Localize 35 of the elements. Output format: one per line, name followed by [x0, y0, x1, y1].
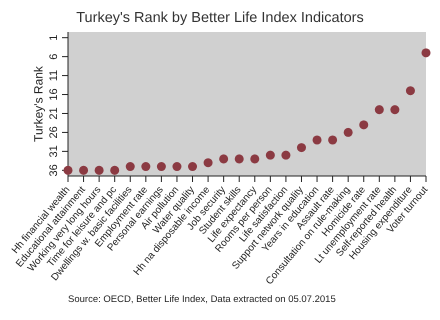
point: [172, 162, 182, 172]
y-tick-label: 1: [48, 34, 60, 41]
point: [219, 154, 228, 164]
point: [344, 128, 353, 137]
point: [250, 154, 260, 164]
y-tick-label: 6: [48, 54, 60, 60]
y-axis-title: Turkey's Rank: [31, 65, 46, 142]
y-tick-label: 36: [48, 164, 60, 176]
point: [281, 150, 290, 160]
y-tick-label: 16: [48, 88, 60, 101]
point: [204, 158, 213, 168]
point: [141, 162, 150, 172]
point: [188, 162, 198, 172]
point: [110, 166, 120, 175]
point: [374, 105, 384, 114]
point: [359, 120, 368, 130]
point: [266, 150, 275, 160]
point: [126, 162, 135, 172]
y-tick-label: 31: [48, 145, 60, 158]
point: [312, 135, 322, 145]
point: [94, 166, 104, 175]
point: [296, 143, 306, 152]
y-tick-label: 11: [48, 70, 60, 82]
point: [328, 135, 338, 145]
point: [406, 86, 415, 96]
source-note: Source: OECD, Better Life Index, Data extracted on 05.07.2015: [67, 294, 337, 305]
chart-title: Turkey's Rank by Better Life Index Indicators: [75, 9, 365, 28]
point: [421, 48, 431, 58]
y-tick-label: 26: [48, 126, 60, 139]
point: [156, 162, 166, 172]
point: [79, 166, 88, 175]
y-tick-label: 21: [48, 107, 60, 120]
point: [234, 154, 244, 164]
point: [63, 166, 73, 175]
point: [390, 105, 400, 114]
